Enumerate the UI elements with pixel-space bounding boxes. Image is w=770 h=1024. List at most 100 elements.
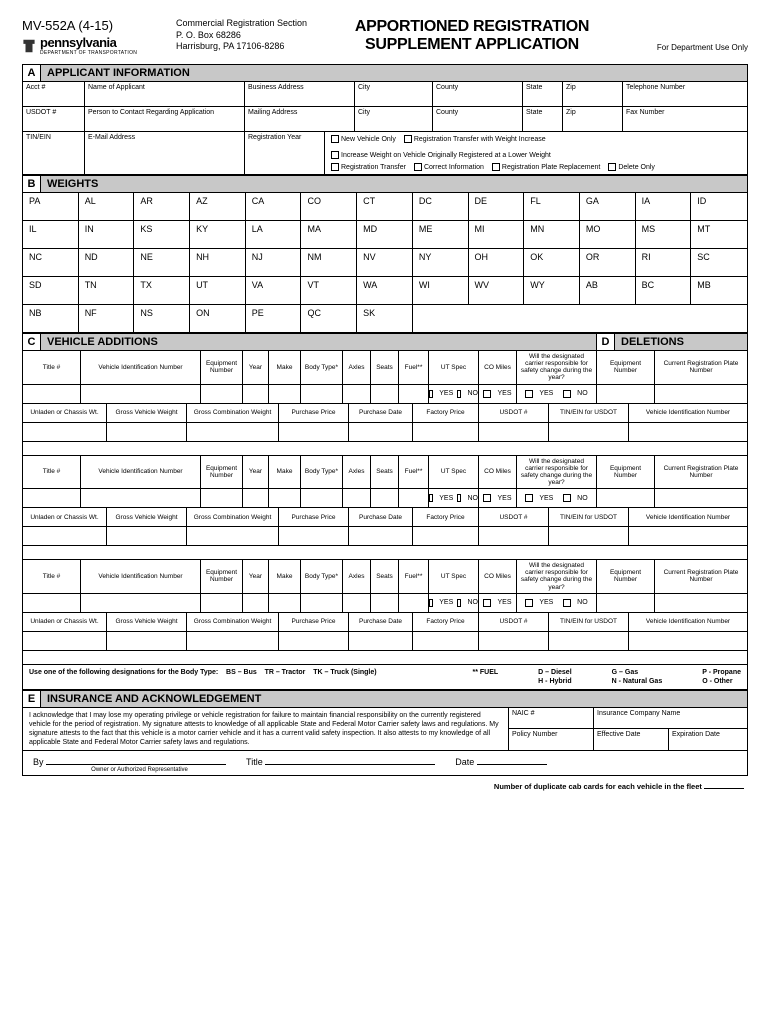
weights-cell[interactable]: NF: [79, 305, 135, 333]
weights-cell[interactable]: SK: [357, 305, 413, 333]
checkbox-icon[interactable]: [331, 163, 339, 171]
weights-cell[interactable]: NM: [301, 249, 357, 277]
weights-cell[interactable]: WY: [524, 277, 580, 305]
weights-cell[interactable]: QC: [301, 305, 357, 333]
weights-cell[interactable]: NC: [23, 249, 79, 277]
weights-cell[interactable]: IL: [23, 221, 79, 249]
weights-cell[interactable]: MN: [524, 221, 580, 249]
field-contact[interactable]: Person to Contact Regarding Application: [85, 107, 245, 131]
field-county[interactable]: County: [433, 82, 523, 106]
checkbox-icon[interactable]: [404, 135, 412, 143]
weights-cell[interactable]: MA: [301, 221, 357, 249]
weights-cell[interactable]: RI: [636, 249, 692, 277]
field-tinein[interactable]: TIN/EIN: [23, 132, 85, 174]
weights-cell[interactable]: NJ: [246, 249, 302, 277]
weights-cell[interactable]: UT: [190, 277, 246, 305]
weights-cell[interactable]: GA: [580, 193, 636, 221]
weights-cell[interactable]: FL: [524, 193, 580, 221]
weights-cell[interactable]: IN: [79, 221, 135, 249]
weights-cell[interactable]: LA: [246, 221, 302, 249]
field-eff-date[interactable]: Effective Date: [594, 729, 669, 750]
weights-cell[interactable]: NB: [23, 305, 79, 333]
weights-cell[interactable]: MB: [691, 277, 747, 305]
weights-cell[interactable]: AR: [134, 193, 190, 221]
weights-cell[interactable]: VA: [246, 277, 302, 305]
field-tel[interactable]: Telephone Number: [623, 82, 747, 106]
weights-cell[interactable]: NV: [357, 249, 413, 277]
weights-cell[interactable]: [580, 305, 636, 333]
field-reg-year[interactable]: Registration Year: [245, 132, 325, 174]
weights-cell[interactable]: MD: [357, 221, 413, 249]
sig-line-by[interactable]: [46, 764, 226, 765]
weights-cell[interactable]: KY: [190, 221, 246, 249]
weights-cell[interactable]: MI: [469, 221, 525, 249]
weights-cell[interactable]: CA: [246, 193, 302, 221]
weights-cell[interactable]: CT: [357, 193, 413, 221]
field-exp-date[interactable]: Expiration Date: [669, 729, 747, 750]
field-bus-addr[interactable]: Business Address: [245, 82, 355, 106]
field-ins-name[interactable]: Insurance Company Name: [594, 708, 747, 729]
field-acct[interactable]: Acct #: [23, 82, 85, 106]
checkbox-icon[interactable]: [331, 151, 339, 159]
weights-cell[interactable]: OH: [469, 249, 525, 277]
weights-cell[interactable]: NH: [190, 249, 246, 277]
field-city2[interactable]: City: [355, 107, 433, 131]
field-state2[interactable]: State: [523, 107, 563, 131]
weights-cell[interactable]: WA: [357, 277, 413, 305]
weights-cell[interactable]: KS: [134, 221, 190, 249]
weights-cell[interactable]: WI: [413, 277, 469, 305]
sig-line-title[interactable]: [265, 764, 435, 765]
weights-cell[interactable]: NE: [134, 249, 190, 277]
dup-line[interactable]: [704, 788, 744, 789]
weights-cell[interactable]: PE: [246, 305, 302, 333]
field-mail-addr[interactable]: Mailing Address: [245, 107, 355, 131]
checkbox-icon[interactable]: [331, 135, 339, 143]
field-usdot[interactable]: USDOT #: [23, 107, 85, 131]
weights-cell[interactable]: MO: [580, 221, 636, 249]
weights-cell[interactable]: [469, 305, 525, 333]
field-county2[interactable]: County: [433, 107, 523, 131]
field-email[interactable]: E-Mail Address: [85, 132, 245, 174]
weights-cell[interactable]: SD: [23, 277, 79, 305]
weights-cell[interactable]: PA: [23, 193, 79, 221]
checkbox-icon[interactable]: [414, 163, 422, 171]
weights-cell[interactable]: ME: [413, 221, 469, 249]
weights-cell[interactable]: NY: [413, 249, 469, 277]
weights-cell[interactable]: [413, 305, 469, 333]
field-policy[interactable]: Policy Number: [509, 729, 594, 750]
weights-cell[interactable]: DC: [413, 193, 469, 221]
weights-cell[interactable]: [636, 305, 692, 333]
field-name[interactable]: Name of Applicant: [85, 82, 245, 106]
field-zip2[interactable]: Zip: [563, 107, 623, 131]
field-zip[interactable]: Zip: [563, 82, 623, 106]
weights-cell[interactable]: AZ: [190, 193, 246, 221]
weights-cell[interactable]: ID: [691, 193, 747, 221]
weights-cell[interactable]: SC: [691, 249, 747, 277]
weights-cell[interactable]: VT: [301, 277, 357, 305]
weights-cell[interactable]: MS: [636, 221, 692, 249]
weights-cell[interactable]: AL: [79, 193, 135, 221]
weights-cell[interactable]: MT: [691, 221, 747, 249]
weights-cell[interactable]: OK: [524, 249, 580, 277]
weights-cell[interactable]: IA: [636, 193, 692, 221]
weights-cell[interactable]: BC: [636, 277, 692, 305]
weights-cell[interactable]: ON: [190, 305, 246, 333]
weights-cell[interactable]: OR: [580, 249, 636, 277]
field-fax[interactable]: Fax Number: [623, 107, 747, 131]
weights-cell[interactable]: [524, 305, 580, 333]
weights-cell[interactable]: AB: [580, 277, 636, 305]
weights-cell[interactable]: CO: [301, 193, 357, 221]
weights-cell[interactable]: TX: [134, 277, 190, 305]
checkbox-icon[interactable]: [492, 163, 500, 171]
weights-cell[interactable]: [691, 305, 747, 333]
weights-cell[interactable]: ND: [79, 249, 135, 277]
weights-cell[interactable]: WV: [469, 277, 525, 305]
weights-cell[interactable]: NS: [134, 305, 190, 333]
field-city[interactable]: City: [355, 82, 433, 106]
weights-cell[interactable]: DE: [469, 193, 525, 221]
field-state[interactable]: State: [523, 82, 563, 106]
weights-cell[interactable]: TN: [79, 277, 135, 305]
checkbox-icon[interactable]: [608, 163, 616, 171]
sig-line-date[interactable]: [477, 764, 547, 765]
field-naic[interactable]: NAIC #: [509, 708, 594, 729]
